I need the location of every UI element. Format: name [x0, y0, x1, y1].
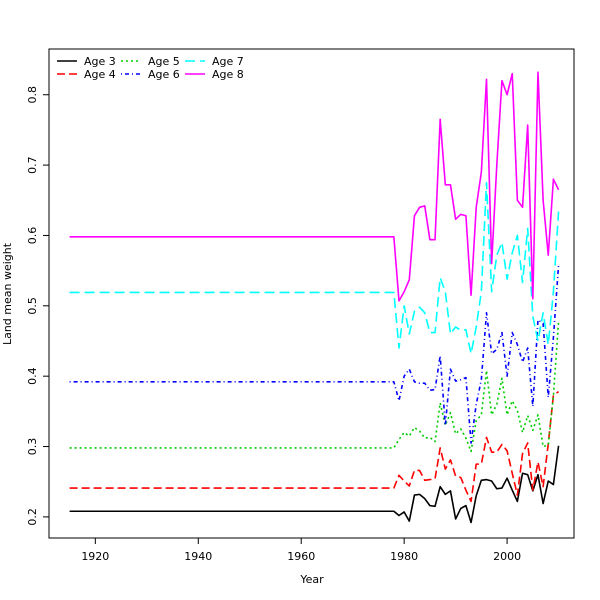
y-tick-label: 0.3 — [26, 438, 39, 456]
y-tick-label: 0.4 — [26, 367, 39, 385]
x-axis-title: Year — [299, 573, 324, 586]
legend-label: Age 6 — [148, 68, 180, 81]
series-line-age-3 — [69, 445, 560, 524]
y-tick-label: 0.7 — [26, 156, 39, 174]
series-lines — [69, 71, 560, 524]
legend-label: Age 5 — [148, 55, 180, 68]
y-axis-title: Land mean weight — [1, 242, 14, 345]
y-axis: 0.2 0.3 0.4 0.5 0.6 0.7 0.8 — [26, 86, 49, 526]
y-tick-label: 0.8 — [26, 86, 39, 104]
x-tick-label: 1960 — [287, 550, 315, 563]
x-axis: 1920 1940 1960 1980 2000 — [81, 538, 521, 563]
x-tick-label: 1940 — [184, 550, 212, 563]
legend-label: Age 8 — [212, 68, 244, 81]
series-line-age-8 — [69, 71, 560, 302]
series-line-age-7 — [69, 181, 560, 355]
x-tick-label: 1920 — [81, 550, 109, 563]
series-line-age-4 — [69, 390, 560, 503]
series-line-age-5 — [69, 321, 560, 453]
plot-frame — [48, 48, 575, 539]
x-tick-label: 2000 — [493, 550, 521, 563]
y-tick-label: 0.5 — [26, 297, 39, 315]
legend-label: Age 7 — [212, 55, 244, 68]
y-tick-label: 0.2 — [26, 508, 39, 526]
series-line-age-6 — [69, 264, 560, 444]
legend-label: Age 3 — [84, 55, 116, 68]
y-tick-label: 0.6 — [26, 227, 39, 245]
x-tick-label: 1980 — [390, 550, 418, 563]
legend-label: Age 4 — [84, 68, 116, 81]
